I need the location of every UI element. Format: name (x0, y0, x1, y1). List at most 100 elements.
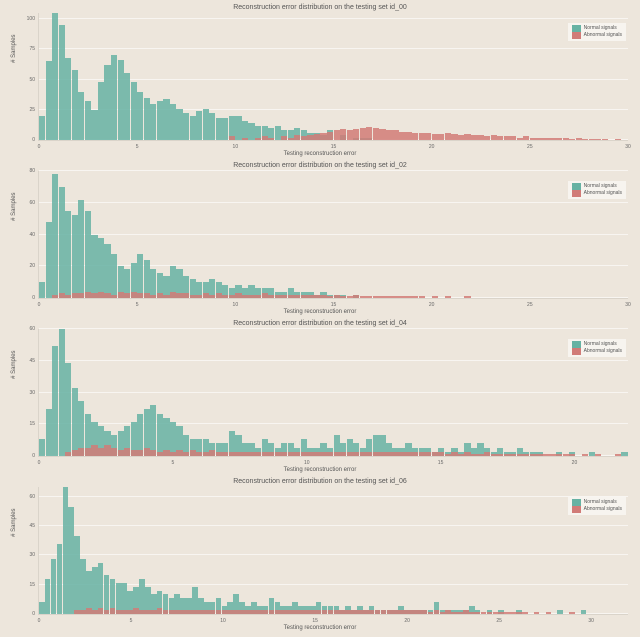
bar-abnormal (536, 138, 542, 140)
x-tick: 10 (233, 302, 239, 308)
bar-abnormal (504, 454, 510, 456)
bar-abnormal (110, 608, 116, 614)
bar-abnormal (434, 610, 440, 614)
bar-abnormal (471, 135, 477, 140)
bar-abnormal (498, 612, 504, 614)
bar-abnormal (111, 448, 117, 456)
y-tick: 0 (19, 295, 35, 301)
bar-abnormal (522, 612, 528, 614)
x-tick: 10 (304, 460, 310, 466)
bar-abnormal (229, 452, 235, 456)
bar-abnormal (294, 295, 300, 298)
bar-abnormal (292, 610, 298, 614)
bar-abnormal (399, 452, 405, 456)
bar-abnormal (497, 454, 503, 456)
legend-swatch-abnormal (572, 32, 581, 39)
bar-abnormal (216, 293, 222, 298)
bar-abnormal (481, 612, 487, 614)
x-tick: 20 (572, 460, 578, 466)
bar-abnormal (373, 296, 379, 298)
bar-abnormal (268, 452, 274, 456)
bar-abnormal (307, 452, 313, 456)
bar-abnormal (186, 610, 192, 614)
bar-abnormal (288, 295, 294, 298)
bar-abnormal (543, 138, 549, 140)
bar-abnormal (438, 452, 444, 456)
bar-abnormal (563, 454, 569, 456)
bar-abnormal (410, 610, 416, 614)
bar-abnormal (387, 610, 393, 614)
y-tick: 40 (19, 232, 35, 238)
bar-abnormal (497, 136, 503, 140)
bar-abnormal (281, 136, 287, 140)
bar-abnormal (233, 610, 239, 614)
bar-abnormal (294, 452, 300, 456)
bar-abnormal (127, 610, 133, 614)
bar-abnormal (334, 452, 340, 456)
bar-abnormal (412, 296, 418, 298)
x-tick: 5 (171, 460, 174, 466)
legend-item-abnormal: Abnormal signals (572, 32, 622, 39)
legend-label-abnormal: Abnormal signals (584, 190, 622, 197)
x-tick: 0 (38, 618, 41, 624)
bar-abnormal (268, 138, 274, 140)
bar-abnormal (320, 133, 326, 140)
bar-abnormal (471, 454, 477, 456)
bar-abnormal (569, 139, 575, 140)
bar-abnormal (432, 134, 438, 140)
bar-abnormal (203, 452, 209, 456)
x-tick: 25 (496, 618, 502, 624)
bar-abnormal (320, 295, 326, 298)
bar-abnormal (92, 610, 98, 614)
bar-abnormal (263, 610, 269, 614)
bar-abnormal (419, 296, 425, 298)
bar-abnormal (530, 138, 536, 140)
legend-item-abnormal: Abnormal signals (572, 190, 622, 197)
bar-abnormal (98, 608, 104, 614)
bar-abnormal (190, 295, 196, 298)
bar-abnormal (369, 610, 375, 614)
bar-abnormal (209, 295, 215, 298)
bar-abnormal (65, 295, 71, 298)
bar-abnormal (196, 295, 202, 298)
bar-abnormal (582, 454, 588, 456)
bar-abnormal (314, 134, 320, 140)
bar-abnormal (381, 610, 387, 614)
bar-abnormal (484, 452, 490, 456)
bar-abnormal (576, 138, 582, 140)
y-tick: 0 (19, 611, 35, 617)
bar-abnormal (510, 454, 516, 456)
bar-abnormal (347, 296, 353, 298)
legend-item-abnormal: Abnormal signals (572, 506, 622, 513)
bar-abnormal (248, 295, 254, 298)
bar-abnormal (556, 138, 562, 140)
legend-label-normal: Normal signals (584, 183, 617, 190)
legend-swatch-abnormal (572, 348, 581, 355)
bar-abnormal (475, 612, 481, 614)
bar-abnormal (294, 135, 300, 140)
bar-abnormal (301, 136, 307, 140)
legend: Normal signalsAbnormal signals (568, 23, 626, 41)
bar-abnormal (227, 610, 233, 614)
bar-abnormal (543, 454, 549, 456)
y-tick: 0 (19, 453, 35, 459)
bar-abnormal (491, 135, 497, 140)
bar-abnormal (144, 448, 150, 456)
plot-area: # Samples0255075100051015202530Normal si… (38, 13, 628, 141)
chart-title: Reconstruction error distribution on the… (6, 320, 634, 327)
y-tick: 100 (19, 16, 35, 22)
bar-abnormal (150, 295, 156, 298)
bar-abnormal (157, 452, 163, 456)
bar-abnormal (569, 612, 575, 614)
bar-abnormal (78, 448, 84, 456)
bar-abnormal (298, 610, 304, 614)
bar-abnormal (229, 136, 235, 140)
bar-abnormal (392, 610, 398, 614)
bar-abnormal (549, 454, 555, 456)
bar-abnormal (52, 295, 58, 298)
bar-abnormal (157, 293, 163, 298)
x-tick: 5 (130, 618, 133, 624)
bar-abnormal (137, 450, 143, 456)
bar-abnormal (366, 296, 372, 298)
bar-abnormal (163, 295, 169, 298)
